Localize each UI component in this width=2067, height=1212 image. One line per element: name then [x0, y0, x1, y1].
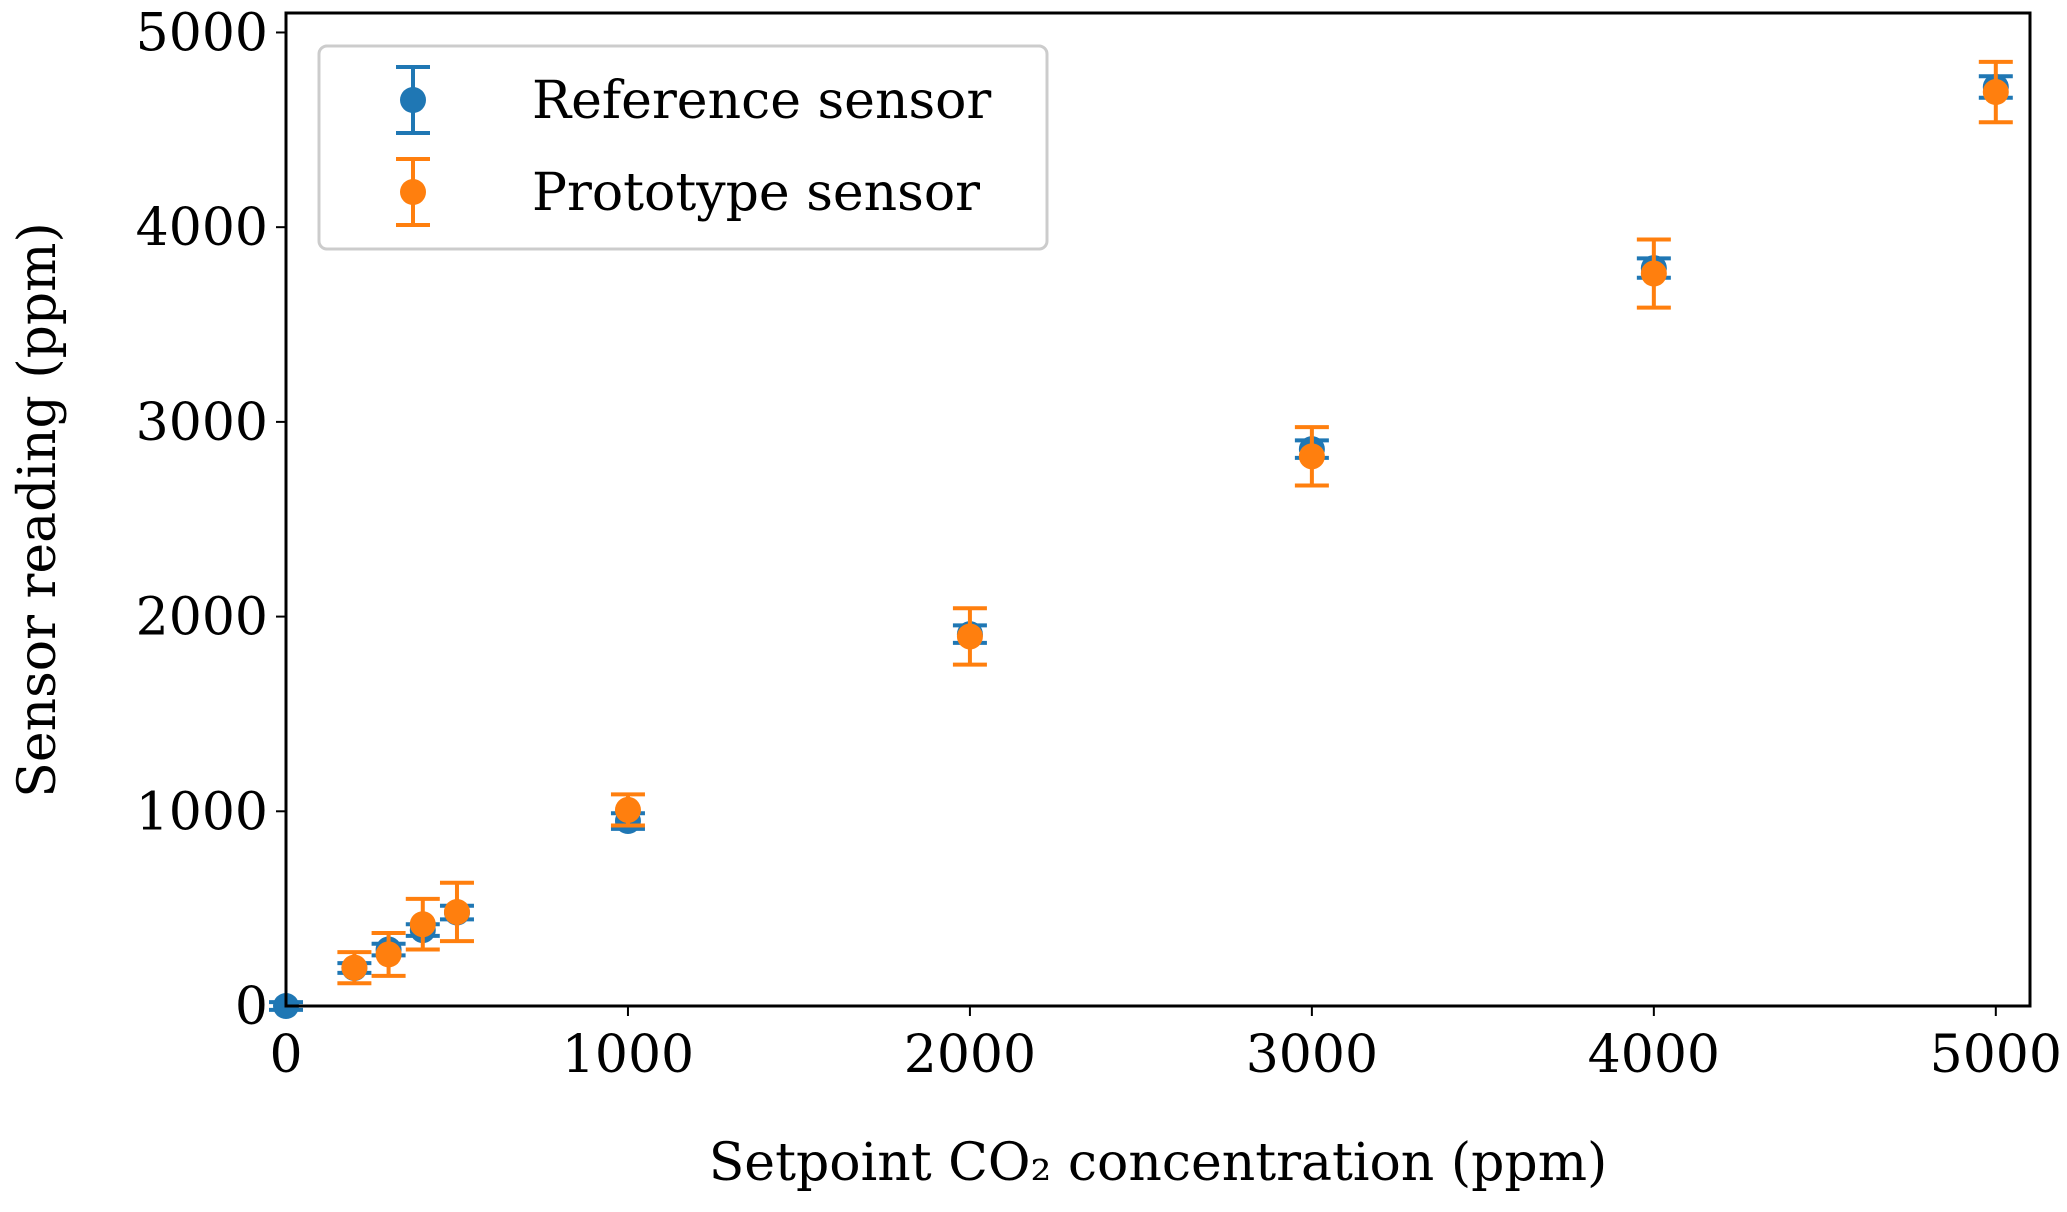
marker	[1640, 260, 1667, 287]
legend-label: Reference sensor	[532, 71, 991, 131]
marker	[443, 898, 470, 925]
marker	[614, 796, 641, 823]
x-tick-label: 5000	[1930, 1025, 2062, 1085]
legend-marker	[400, 179, 426, 205]
marker	[956, 623, 983, 650]
y-tick-label: 3000	[136, 393, 268, 453]
y-tick-label: 0	[235, 977, 268, 1037]
legend-marker	[400, 87, 426, 113]
x-tick-label: 0	[269, 1025, 302, 1085]
y-tick-label: 1000	[136, 782, 268, 842]
y-axis-label: Sensor reading (ppm)	[8, 222, 68, 798]
x-tick-label: 1000	[562, 1025, 694, 1085]
plot-frame	[284, 11, 2032, 1008]
legend-box	[317, 44, 1049, 251]
x-tick-label: 2000	[904, 1025, 1036, 1085]
x-tick-label: 3000	[1246, 1025, 1378, 1085]
x-tick-label: 4000	[1588, 1025, 1720, 1085]
marker	[1982, 79, 2009, 106]
marker	[409, 911, 436, 938]
marker	[375, 941, 402, 968]
marker	[1298, 443, 1325, 470]
marker	[341, 954, 368, 981]
y-tick-label: 4000	[136, 198, 268, 258]
legend-label: Prototype sensor	[532, 163, 980, 223]
x-axis-label: Setpoint CO₂ concentration (ppm)	[709, 1133, 1608, 1193]
y-tick-label: 5000	[136, 3, 268, 63]
y-tick-label: 2000	[136, 588, 268, 648]
